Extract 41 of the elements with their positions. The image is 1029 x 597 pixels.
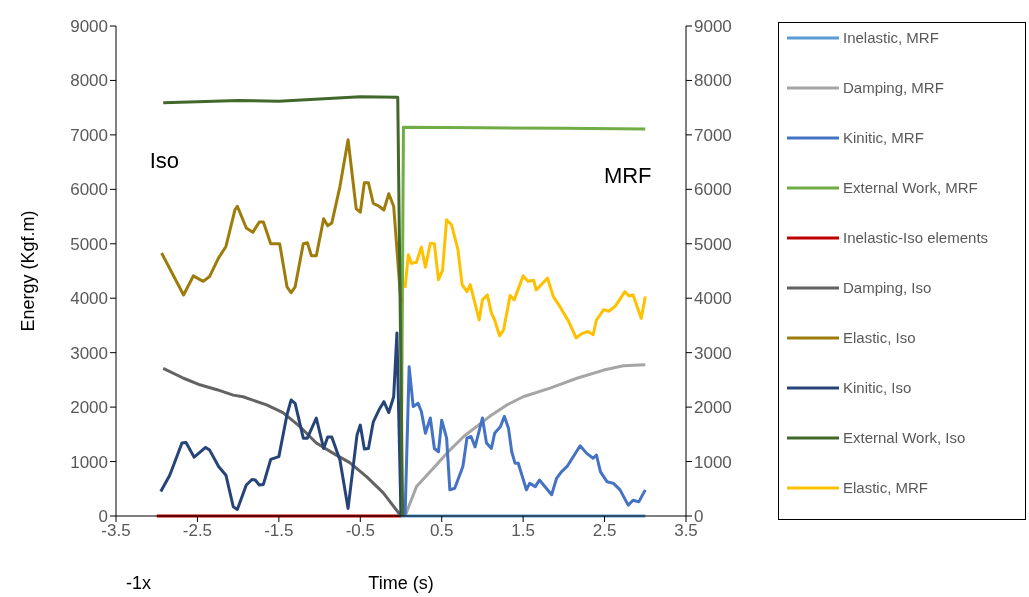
y-tick-label: 8000 <box>70 71 108 91</box>
y-tick-label: 4000 <box>70 289 108 309</box>
legend-label: Kinitic, MRF <box>843 128 925 148</box>
y2-tick-label: 6000 <box>694 180 732 200</box>
y-tick-label: 1000 <box>70 452 108 472</box>
y2-tick-label: 5000 <box>694 234 732 254</box>
x-tick-label: -0.5 <box>345 521 375 541</box>
y2-tick-label: 1000 <box>694 452 732 472</box>
y-tick-label: 7000 <box>70 125 108 145</box>
line-series <box>159 331 403 518</box>
line-series <box>403 218 647 340</box>
x-tick-label: 2.5 <box>592 521 617 541</box>
legend-label: External Work, Iso <box>843 428 967 448</box>
y2-tick-label: 3000 <box>694 343 732 363</box>
y-tick-label: 2000 <box>70 398 108 418</box>
legend-label: Kinitic, Iso <box>843 378 913 398</box>
x-axis-title: Time (s) <box>368 572 434 593</box>
y-axis-title: Energy (Kgf.m) <box>18 210 39 332</box>
annotation: Iso <box>149 148 180 175</box>
x-tick-label: 0.5 <box>429 521 454 541</box>
legend-label: Inelastic, MRF <box>843 28 940 48</box>
x-tick-label: 1.5 <box>511 521 535 541</box>
text: -1x <box>126 573 152 594</box>
legend-label: Elastic, MRF <box>843 478 929 498</box>
legend-label: External Work, MRF <box>843 178 979 198</box>
legend-label: Damping, Iso <box>843 278 933 298</box>
y2-tick-label: 4000 <box>694 289 732 309</box>
x-tick-label: -1.5 <box>264 521 294 541</box>
y2-tick-label: 2000 <box>694 398 732 418</box>
y-tick-label: 3000 <box>70 343 108 363</box>
x-tick-label: -2.5 <box>182 521 213 541</box>
legend-label: Damping, MRF <box>843 78 945 98</box>
y2-tick-label: 8000 <box>694 71 732 91</box>
legend-label: Inelastic-Iso elements <box>843 228 990 248</box>
legend-label: Elastic, Iso <box>843 328 917 348</box>
y-tick-label: 5000 <box>70 234 108 254</box>
annotation: MRF <box>603 163 652 190</box>
y-tick-label: 6000 <box>70 180 108 200</box>
y2-tick-label: 9000 <box>694 17 732 37</box>
y2-tick-label: 7000 <box>694 125 732 145</box>
y-tick-label: 9000 <box>70 17 108 37</box>
